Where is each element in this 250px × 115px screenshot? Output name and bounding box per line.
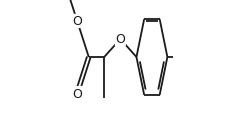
Text: O: O [115,33,125,46]
Text: O: O [72,15,82,28]
Text: O: O [72,87,82,100]
